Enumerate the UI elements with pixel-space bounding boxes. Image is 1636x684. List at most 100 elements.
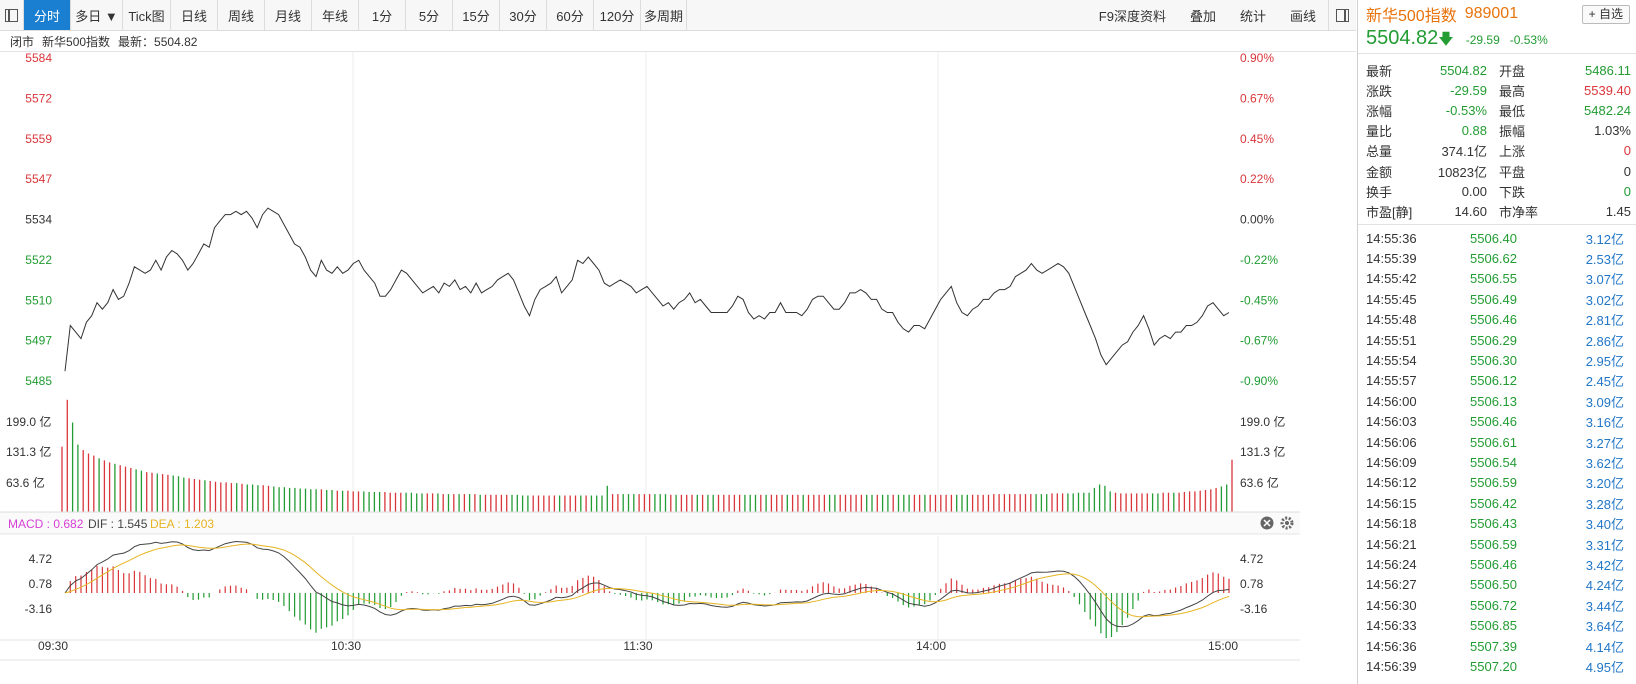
stat-label: 总量 — [1366, 144, 1393, 160]
pct-tick-label: 0.00% — [1240, 213, 1274, 227]
intraday-chart[interactable]: 5584 0.90% 5572 0.67% 5559 0.45% 5547 0.22% 5534… — [0, 52, 1356, 684]
stat-label: 上涨 — [1499, 144, 1526, 160]
macd-value: MACD : 0.682 — [8, 517, 84, 531]
tab-yearly[interactable]: 年线 — [312, 0, 359, 30]
stat-value: 1.45 — [1605, 203, 1631, 219]
tick-time: 14:56:18 — [1366, 516, 1417, 532]
f9-deep-data-button[interactable]: F9深度资料 — [1098, 8, 1166, 24]
stat-label: 市净率 — [1499, 204, 1539, 220]
quote-panel: 新华500指数 989001 + 自选 5504.82 🡇 -29.59 -0.… — [1357, 0, 1636, 684]
price-tick-label: 5510 — [25, 293, 52, 307]
tick-time: 14:55:36 — [1366, 230, 1417, 246]
tab-monthly[interactable]: 月线 — [265, 0, 312, 30]
chart-index-name: 新华500指数 — [42, 34, 111, 49]
statistics-button[interactable]: 统计 — [1239, 8, 1266, 24]
stat-label: 开盘 — [1499, 63, 1526, 79]
tab-multi-day[interactable]: 多日 ▼ — [71, 0, 123, 30]
tab-weekly[interactable]: 周线 — [218, 0, 265, 30]
close-indicator-icon[interactable] — [1260, 516, 1274, 530]
stat-value: 5504.82 — [1440, 62, 1487, 78]
tick-price: 5506.50 — [1470, 577, 1517, 593]
last-price: 5504.82 — [1366, 27, 1439, 49]
tab-120min[interactable]: 120分 — [594, 0, 641, 30]
settings-gear-icon[interactable] — [1280, 516, 1294, 530]
price-tick-label: 5572 — [25, 91, 52, 105]
overlay-button[interactable]: 叠加 — [1189, 8, 1216, 24]
chart-toolbar: 分时 多日 ▼ Tick图 日线 周线 月线 年线 1分 5分 15分 30分 … — [0, 0, 1356, 31]
down-arrow-icon: 🡇 — [1438, 31, 1454, 48]
stat-value: 0 — [1623, 163, 1631, 179]
tick-amount: 3.20亿 — [1585, 476, 1624, 492]
tab-multi-period[interactable]: 多周期 — [641, 0, 687, 30]
tab-60min[interactable]: 60分 — [547, 0, 594, 30]
stat-row: 市盈[静] 14.60 市净率 1.45 — [1366, 201, 1636, 221]
stat-label: 量比 — [1366, 124, 1393, 140]
tick-time: 14:55:54 — [1366, 353, 1417, 369]
macd-tick-label: 0.78 — [1240, 577, 1264, 591]
stat-value: 5539.40 — [1584, 82, 1631, 98]
tick-row: 14:55:57 5506.12 2.45亿 — [1366, 371, 1636, 391]
tick-time: 14:55:51 — [1366, 332, 1417, 348]
price-line — [64, 207, 1230, 372]
stats-table: 最新 5504.82 开盘 5486.11 涨跌 -29.59 最高 5539.4… — [1358, 54, 1636, 225]
stat-value: 0.00 — [1461, 183, 1487, 199]
tab-30min[interactable]: 30分 — [500, 0, 547, 30]
tick-row: 14:55:36 5506.40 3.12亿 — [1366, 228, 1636, 248]
dea-line — [64, 543, 1230, 618]
tick-price: 5506.54 — [1470, 454, 1517, 470]
macd-tick-label: 4.72 — [1240, 552, 1264, 566]
tick-amount: 3.31亿 — [1585, 537, 1624, 553]
volume-tick-label: 199.0 亿 — [1240, 414, 1285, 429]
tab-15min[interactable]: 15分 — [453, 0, 500, 30]
tick-price: 5506.30 — [1470, 353, 1517, 369]
tick-row: 14:56:39 5507.20 4.95亿 — [1366, 656, 1636, 676]
tick-row: 14:55:42 5506.55 3.07亿 — [1366, 269, 1636, 289]
tick-amount: 3.27亿 — [1585, 435, 1624, 451]
tick-row: 14:56:36 5507.39 4.14亿 — [1366, 636, 1636, 656]
index-name: 新华500指数 — [1366, 7, 1457, 25]
tick-time: 14:55:48 — [1366, 312, 1417, 328]
tick-time: 14:55:39 — [1366, 251, 1417, 267]
index-code: 989001 — [1464, 4, 1519, 22]
tick-amount: 3.16亿 — [1585, 415, 1624, 431]
stat-row: 量比 0.88 振幅 1.03% — [1366, 121, 1636, 141]
tab-5min[interactable]: 5分 — [406, 0, 453, 30]
tick-price: 5506.46 — [1470, 312, 1517, 328]
tick-amount: 4.24亿 — [1585, 578, 1624, 594]
tick-price: 5507.39 — [1470, 638, 1517, 654]
tick-row: 14:56:30 5506.72 3.44亿 — [1366, 595, 1636, 615]
tick-price: 5506.72 — [1470, 597, 1517, 613]
tick-row: 14:56:00 5506.13 3.09亿 — [1366, 391, 1636, 411]
price-change: -29.59 — [1465, 33, 1500, 47]
tab-tick[interactable]: Tick图 — [123, 0, 171, 30]
tick-amount: 3.28亿 — [1585, 496, 1624, 512]
volume-tick-label: 63.6 亿 — [6, 475, 45, 490]
tab-1min[interactable]: 1分 — [359, 0, 406, 30]
time-tick-label: 11:30 — [623, 639, 652, 653]
tick-amount: 3.62亿 — [1585, 455, 1624, 471]
stat-value: 14.60 — [1454, 203, 1487, 219]
tick-row: 14:56:24 5506.46 3.42亿 — [1366, 554, 1636, 574]
tick-amount: 2.53亿 — [1585, 252, 1624, 268]
tab-intraday[interactable]: 分时 — [24, 0, 71, 30]
tick-list[interactable]: 14:55:36 5506.40 3.12亿 14:55:39 5506.62 2… — [1358, 225, 1636, 677]
sidebar-toggle-icon[interactable] — [0, 0, 24, 30]
draw-line-button[interactable]: 画线 — [1289, 8, 1316, 24]
tick-price: 5506.46 — [1470, 414, 1517, 430]
tab-daily[interactable]: 日线 — [171, 0, 218, 30]
dif-value: DIF : 1.545 — [88, 517, 148, 531]
panel-toggle-icon[interactable] — [1328, 0, 1356, 30]
price-tick-label: 5485 — [25, 374, 52, 388]
tick-row: 14:56:06 5506.61 3.27亿 — [1366, 432, 1636, 452]
add-watchlist-button[interactable]: + 自选 — [1581, 5, 1630, 24]
tick-row: 14:56:03 5506.46 3.16亿 — [1366, 412, 1636, 432]
tick-amount: 2.95亿 — [1585, 354, 1624, 370]
tick-amount: 2.45亿 — [1585, 374, 1624, 390]
stat-row: 涨跌 -29.59 最高 5539.40 — [1366, 80, 1636, 100]
pct-tick-label: -0.90% — [1240, 374, 1278, 388]
price-tick-label: 5522 — [25, 253, 52, 267]
pct-tick-label: 0.22% — [1240, 172, 1274, 186]
tick-price: 5506.49 — [1470, 291, 1517, 307]
price-tick-label: 5534 — [25, 213, 52, 227]
tick-row: 14:56:12 5506.59 3.20亿 — [1366, 473, 1636, 493]
